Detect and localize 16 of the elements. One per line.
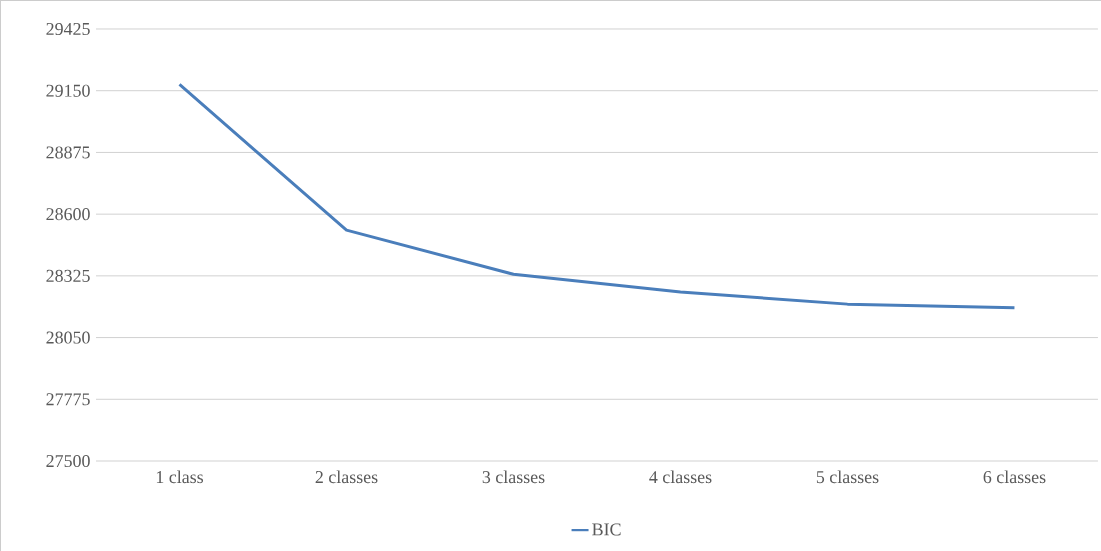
y-tick-label: 28325 bbox=[46, 269, 90, 282]
y-tick-label: 28050 bbox=[46, 331, 90, 344]
y-tick-label: 27775 bbox=[46, 393, 90, 406]
y-tick-label: 28600 bbox=[46, 208, 90, 221]
x-tick-label: 3 classes bbox=[482, 470, 545, 484]
y-tick-label: 27500 bbox=[46, 454, 90, 468]
legend-label: BIC bbox=[592, 523, 621, 536]
line-series bbox=[178, 82, 1016, 310]
x-tick-label: 4 classes bbox=[649, 470, 712, 484]
x-tick-label: 5 classes bbox=[816, 470, 879, 484]
y-tick-label: 29150 bbox=[46, 84, 90, 97]
y-tick-label: 28875 bbox=[46, 146, 90, 159]
x-tick-label: 2 classes bbox=[315, 470, 378, 484]
x-tick-label: 6 classes bbox=[983, 470, 1046, 484]
y-tick-label: 29425 bbox=[46, 22, 90, 36]
x-tick-label: 1 class bbox=[156, 470, 204, 484]
